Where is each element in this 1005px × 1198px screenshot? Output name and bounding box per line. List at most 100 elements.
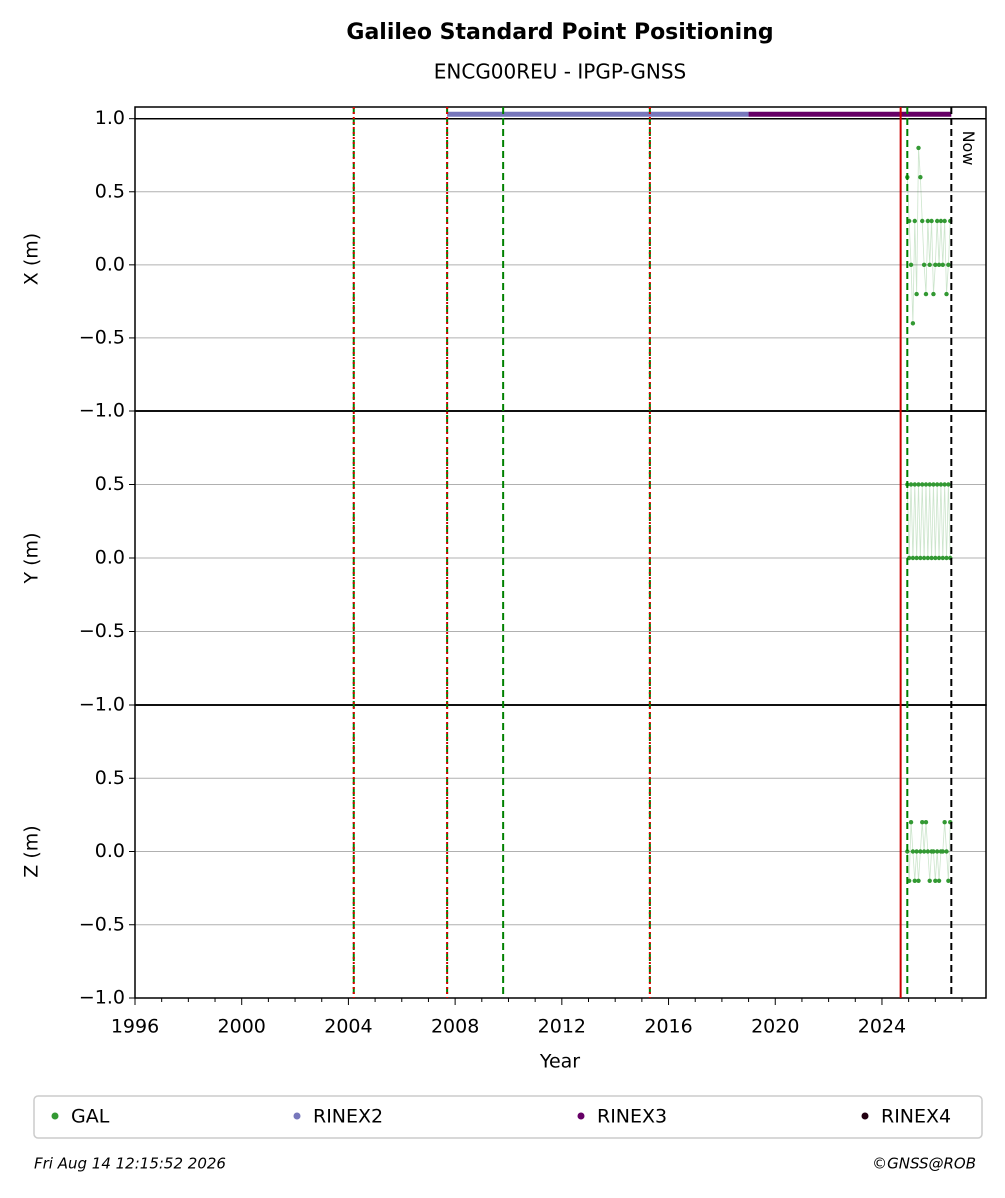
legend-marker — [577, 1112, 585, 1120]
y-tick-label: 0.0 — [95, 253, 125, 275]
data-point — [908, 482, 914, 487]
data-point — [942, 820, 947, 825]
data-point — [912, 482, 917, 487]
data-point — [918, 849, 923, 854]
data-point — [934, 218, 940, 224]
data-point — [933, 878, 938, 883]
panel-frame — [134, 704, 987, 999]
legend-marker — [293, 1112, 301, 1120]
legend-label: RINEX3 — [597, 1106, 667, 1128]
data-point — [931, 849, 936, 854]
legend-marker — [861, 1112, 869, 1120]
data-point — [927, 262, 932, 268]
data-point — [916, 482, 921, 487]
data-point — [931, 291, 936, 297]
data-point — [925, 849, 931, 854]
legend-box — [33, 1095, 983, 1139]
data-point — [923, 291, 929, 297]
data-point — [940, 555, 945, 561]
x-tick-label: 2024 — [858, 1016, 906, 1038]
y-tick-label: 0.0 — [95, 840, 125, 862]
series-line — [906, 822, 951, 881]
data-point — [929, 555, 934, 561]
now-label: Now — [959, 131, 978, 166]
data-point — [944, 555, 949, 561]
data-point — [920, 218, 925, 224]
data-point — [914, 291, 919, 297]
x-tick-label: 2004 — [324, 1016, 372, 1038]
x-tick-label: 1996 — [111, 1016, 159, 1038]
panel-frame — [134, 106, 987, 412]
y-axis-label: Z (m) — [21, 825, 43, 877]
data-point — [912, 218, 917, 224]
data-point — [940, 262, 945, 268]
x-tick-label: 2008 — [431, 1016, 479, 1038]
data-point — [916, 145, 921, 151]
data-point — [934, 482, 940, 487]
data-point — [931, 482, 936, 487]
legend-marker — [51, 1112, 59, 1120]
data-point — [929, 218, 934, 224]
legend-label: RINEX4 — [881, 1106, 951, 1128]
data-point — [912, 878, 917, 883]
legend-label: RINEX2 — [313, 1106, 383, 1128]
y-tick-label: −0.5 — [79, 913, 125, 935]
data-point — [927, 482, 932, 487]
y-tick-label: −1.0 — [79, 987, 125, 1009]
data-point — [910, 321, 916, 326]
y-tick-label: −1.0 — [79, 400, 125, 422]
data-point — [927, 878, 932, 883]
data-point — [923, 820, 929, 825]
y-tick-label: 0.5 — [95, 767, 125, 789]
series-line — [906, 484, 951, 559]
x-tick-label: 2012 — [538, 1016, 586, 1038]
x-tick-label: 2000 — [218, 1016, 266, 1038]
y-tick-label: 1.0 — [95, 107, 125, 129]
data-point — [944, 849, 949, 854]
x-tick-label: 2020 — [751, 1016, 799, 1038]
data-point — [938, 218, 944, 224]
x-tick-label: 2016 — [644, 1016, 692, 1038]
data-point — [916, 878, 921, 883]
data-point — [934, 849, 940, 854]
data-point — [936, 878, 942, 883]
data-point — [942, 218, 947, 224]
data-point — [936, 555, 942, 561]
x-axis-label: Year — [539, 1051, 580, 1073]
y-tick-label: −0.5 — [79, 326, 125, 348]
footer-credit: ©GNSS@ROB — [872, 1155, 976, 1173]
data-point — [942, 482, 947, 487]
data-point — [905, 849, 910, 854]
y-tick-label: −1.0 — [79, 694, 125, 716]
footer-date: Fri Aug 14 12:15:52 2026 — [34, 1155, 226, 1173]
legend-label: GAL — [71, 1106, 110, 1128]
data-point — [920, 482, 925, 487]
y-axis-label: Y (m) — [21, 533, 43, 585]
data-point — [914, 849, 919, 854]
data-point — [920, 820, 925, 825]
data-point — [946, 482, 951, 487]
y-tick-label: 0.5 — [95, 473, 125, 495]
data-point — [936, 262, 942, 268]
data-point — [910, 555, 916, 561]
data-point — [910, 849, 916, 854]
y-tick-label: −0.5 — [79, 620, 125, 642]
series-line — [906, 147, 951, 324]
data-point — [908, 262, 914, 268]
data-point — [918, 174, 923, 180]
data-point — [938, 482, 944, 487]
y-axis-label: X (m) — [21, 233, 43, 285]
data-point — [946, 878, 951, 883]
y-tick-label: 0.0 — [95, 547, 125, 569]
data-point — [933, 262, 938, 268]
data-point — [946, 262, 951, 268]
data-point — [921, 262, 927, 268]
data-point — [918, 555, 923, 561]
chart-title: Galileo Standard Point Positioning — [346, 20, 773, 45]
chart-subtitle: ENCG00REU - IPGP-GNSS — [434, 60, 687, 84]
data-point — [914, 555, 919, 561]
data-point — [921, 555, 927, 561]
data-point — [925, 555, 931, 561]
